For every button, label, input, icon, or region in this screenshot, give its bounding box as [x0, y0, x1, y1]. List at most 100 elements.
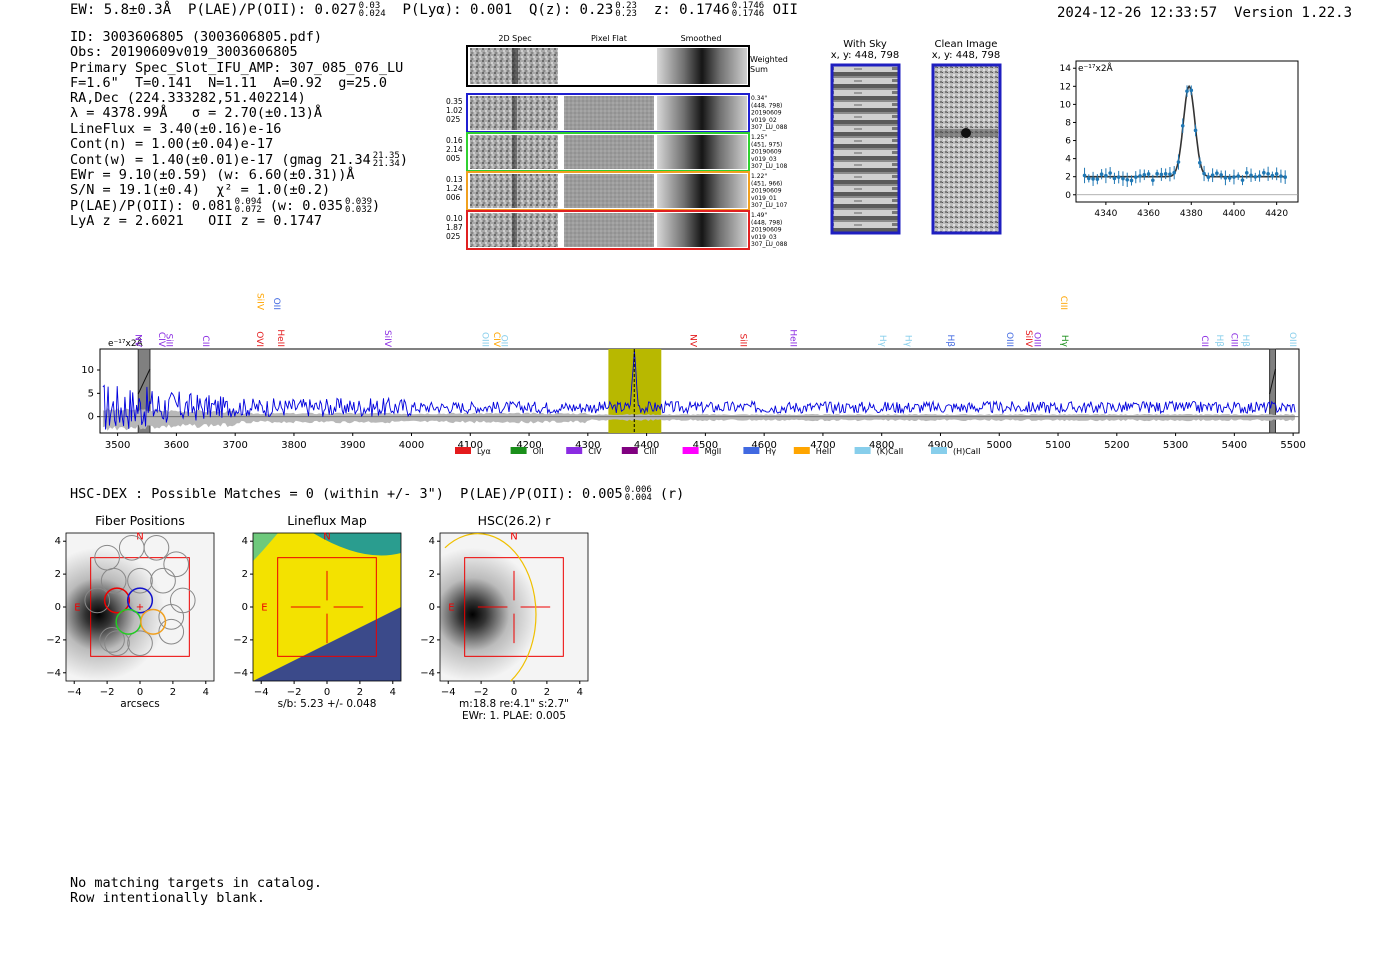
line-fit-point — [1223, 176, 1228, 180]
line-fit-point — [1159, 172, 1164, 177]
cutout-line-mark — [512, 96, 517, 130]
spectrum-ytick-label: 5 — [88, 388, 94, 399]
cutout-right-label: 1.25" — [751, 134, 767, 141]
qz-hi: 0.23 — [615, 1, 637, 11]
plya-value: P(Lyα): 0.001 — [402, 2, 513, 18]
hsc-ytick-label: 2 — [429, 569, 435, 580]
info-id: ID: 3003606805 (3003606805.pdf) — [70, 29, 322, 45]
line-fit-point — [1155, 171, 1159, 176]
hsc-xtick-label: 2 — [170, 687, 176, 698]
plae-hi: 0.03 — [358, 1, 381, 11]
lineflux-edge-region — [313, 533, 401, 556]
fiber-circle — [99, 627, 125, 653]
plae-header: P(LAE)/P(OII): 0.027 — [188, 2, 357, 18]
cutout-right-label: 1.49" — [751, 212, 767, 219]
spectrum-xtick-label: 3500 — [105, 440, 130, 451]
line-fit-xtick-label: 4400 — [1223, 209, 1246, 219]
hsc-xlabel: arcsecs — [120, 698, 159, 710]
fiber-circle — [143, 534, 170, 561]
cutout-right-label: 1.22" — [751, 173, 767, 180]
gmag-hi: 21.35 — [372, 151, 400, 162]
line-fit-point — [1219, 173, 1223, 177]
footer-line-1: No matching targets in catalog. — [70, 875, 322, 891]
info-sn: S/N = 19.1(±0.4) χ² = 1.0(±0.2) — [70, 181, 331, 198]
spectrum-line-label: CII — [1199, 335, 1209, 347]
spectrum-line-label: SiIV — [255, 293, 265, 311]
hsc-xtick-label: −4 — [441, 687, 456, 698]
line-fit-xtick-label: 4360 — [1137, 209, 1160, 219]
cutout-right-label: (451, 975) — [751, 141, 782, 148]
spectrum-line-label: CIII — [1058, 296, 1068, 310]
info-plae-w-hi: 0.039 — [344, 197, 373, 208]
fiber-circle — [127, 567, 153, 594]
cutout-right-label: v019_01 — [751, 195, 777, 202]
info-contw-row: Cont(w) = 1.40(±0.01)e-17 (gmag 21.34 21.… — [70, 151, 408, 170]
hsc-xtick-label: −4 — [254, 687, 269, 698]
spectrum-xtick-label: 5000 — [987, 440, 1012, 451]
legend-label: CIII — [644, 447, 657, 456]
line-fit-point — [1087, 176, 1091, 181]
spectrum-line — [102, 350, 1296, 430]
legend-label: (H)CaII — [953, 447, 980, 456]
cutout-right-label: 20190609 — [751, 149, 782, 156]
cutout-right-label: 307_LU_088 — [751, 124, 788, 131]
hsc-panel-title: Fiber Positions — [95, 513, 185, 528]
hsc-ytick-label: 2 — [242, 569, 248, 580]
line-fit-point — [1082, 173, 1087, 178]
spectrum-xtick-label: 3800 — [281, 440, 306, 451]
z-lo: 0.1746 — [731, 9, 765, 19]
hsc-xtick-label: −2 — [100, 687, 115, 698]
col-header-pixel-flat: Pixel Flat — [591, 34, 627, 43]
cutout-left-label: 006 — [446, 193, 461, 202]
line-fit-point — [1253, 175, 1258, 179]
line-fit-point — [1133, 175, 1138, 179]
spectrum-xtick-label: 4500 — [693, 440, 718, 451]
east-label: E — [448, 602, 454, 613]
search-box — [277, 557, 377, 657]
line-fit-point — [1176, 160, 1181, 164]
line-fit-ytick-label: 10 — [1060, 100, 1072, 110]
line-fit-point — [1112, 176, 1117, 181]
spectrum-xtick-label: 5400 — [1222, 440, 1247, 451]
info-plae-row: P(LAE)/P(OII): 0.081 0.094 0.072 (w: 0.035… — [70, 197, 381, 216]
cutout-smoothed — [657, 174, 747, 208]
spectrum-line-label: OIII — [1287, 332, 1297, 347]
line-fit-point — [1262, 170, 1266, 175]
info-ewr: EWr = 9.10(±0.59) (w: 6.60(±0.31))Å — [70, 166, 355, 183]
line-fit-axes — [1075, 60, 1299, 203]
hsc-ytick-label: −2 — [420, 635, 435, 646]
line-fit-point — [1185, 89, 1189, 93]
gmag-lo: 21.34 — [372, 159, 400, 170]
spectrum-line-label: OVI — [254, 331, 264, 347]
hsc-xtick-label: 0 — [137, 687, 143, 698]
spectrum-xtick-label: 4000 — [399, 440, 424, 451]
fiber-center-mark: + — [136, 602, 144, 613]
fiber-circle — [158, 604, 185, 630]
line-fit-point — [1198, 160, 1202, 165]
legend-label: HeII — [816, 447, 832, 456]
cutout-smoothed — [657, 96, 747, 130]
hsc-sublabel: EWr: 1. PLAE: 0.005 — [462, 710, 566, 722]
hsc-ytick-label: 4 — [55, 536, 61, 547]
sky-panels: With Sky x, y: 448, 798 Clean Image x, y… — [830, 39, 1002, 235]
col-header-smoothed: Smoothed — [681, 34, 722, 43]
line-fit-point — [1151, 178, 1155, 183]
info-plae-w: (w: 0.035 — [269, 198, 343, 215]
legend-swatch — [682, 447, 699, 454]
line-fit-point — [1215, 171, 1219, 176]
spectrum-error-band — [102, 408, 1295, 431]
cutout-left-label: 1.87 — [446, 223, 463, 232]
line-fit-point — [1121, 176, 1125, 181]
spectrum-xtick-label: 5300 — [1163, 440, 1188, 451]
hsc-ytick-label: −4 — [46, 668, 61, 679]
line-fit-ytick-label: 14 — [1060, 64, 1072, 74]
fiber-circle — [84, 587, 111, 614]
line-fit-point — [1244, 171, 1249, 175]
cutout-left-label: 2.14 — [446, 145, 463, 154]
weighted-line-mark — [512, 48, 518, 84]
line-fit-point — [1095, 177, 1100, 181]
version: Version 1.22.3 — [1234, 5, 1353, 21]
hsc-xlabel: s/b: 5.23 +/- 0.048 — [278, 698, 377, 710]
fiber-circle — [104, 630, 130, 657]
